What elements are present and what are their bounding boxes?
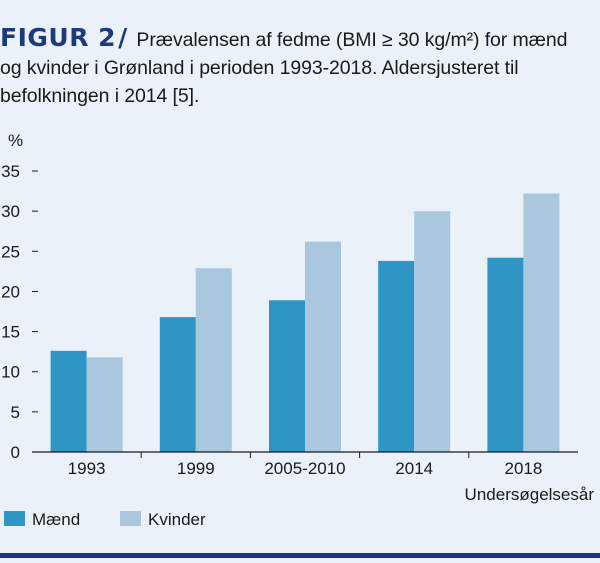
caption-line-2: og kvinder i Grønland i perioden 1993-20… <box>0 57 519 79</box>
legend-swatch-maend <box>4 511 25 526</box>
x-axis-title: Undersøgelsesår <box>465 485 595 504</box>
legend-label-maend: Mænd <box>32 510 80 529</box>
y-tick-label: 0 <box>11 443 20 462</box>
bar-kvinder-2018 <box>523 193 560 453</box>
legend-label-kvinder: Kvinder <box>148 510 206 529</box>
x-tick-label: 2018 <box>504 459 542 478</box>
x-tick-label: 2005-2010 <box>264 459 345 478</box>
x-axis-separators <box>140 452 470 458</box>
bars <box>50 193 560 453</box>
figure-label-separator: / <box>118 23 128 52</box>
legend: Mænd Kvinder <box>4 510 206 529</box>
bar-maend-1993 <box>50 350 87 452</box>
y-tick-label: 30 <box>1 202 20 221</box>
bar-kvinder-1993 <box>86 357 123 452</box>
legend-swatch-kvinder <box>120 511 141 526</box>
bar-maend-2014 <box>378 260 415 452</box>
x-tick-label: 2014 <box>395 459 433 478</box>
footer-rule <box>0 553 600 558</box>
bar-kvinder-1999 <box>195 268 232 452</box>
y-tick-label: 20 <box>1 282 20 301</box>
figure-label: FIGUR 2 <box>0 23 117 52</box>
caption-line-1: Prævalensen af fedme (BMI ≥ 30 kg/m²) fo… <box>136 29 568 51</box>
caption-line-3: befolkningen i 2014 [5]. <box>0 85 200 107</box>
bar-kvinder-2014 <box>414 211 451 452</box>
y-tick-label: 15 <box>1 323 20 342</box>
y-tick-label: 5 <box>11 403 20 422</box>
x-tick-label: 1993 <box>68 459 106 478</box>
y-tick-label: 25 <box>1 242 20 261</box>
x-axis-labels: 1993 1999 2005-2010 2014 2018 <box>68 459 543 478</box>
y-tick-label: 35 <box>1 162 20 181</box>
bar-maend-2018 <box>487 257 524 452</box>
bar-maend-1999 <box>159 317 196 452</box>
figure-caption: FIGUR 2/ Prævalensen af fedme (BMI ≥ 30 … <box>0 24 600 110</box>
y-axis-ticks: 0 5 10 15 20 25 30 35 <box>1 162 38 462</box>
y-tick-label: 10 <box>1 363 20 382</box>
bar-maend-2005-2010 <box>269 300 305 452</box>
y-axis-unit-label: % <box>8 131 23 150</box>
x-tick-label: 1999 <box>177 459 215 478</box>
bar-kvinder-2005-2010 <box>305 241 341 452</box>
